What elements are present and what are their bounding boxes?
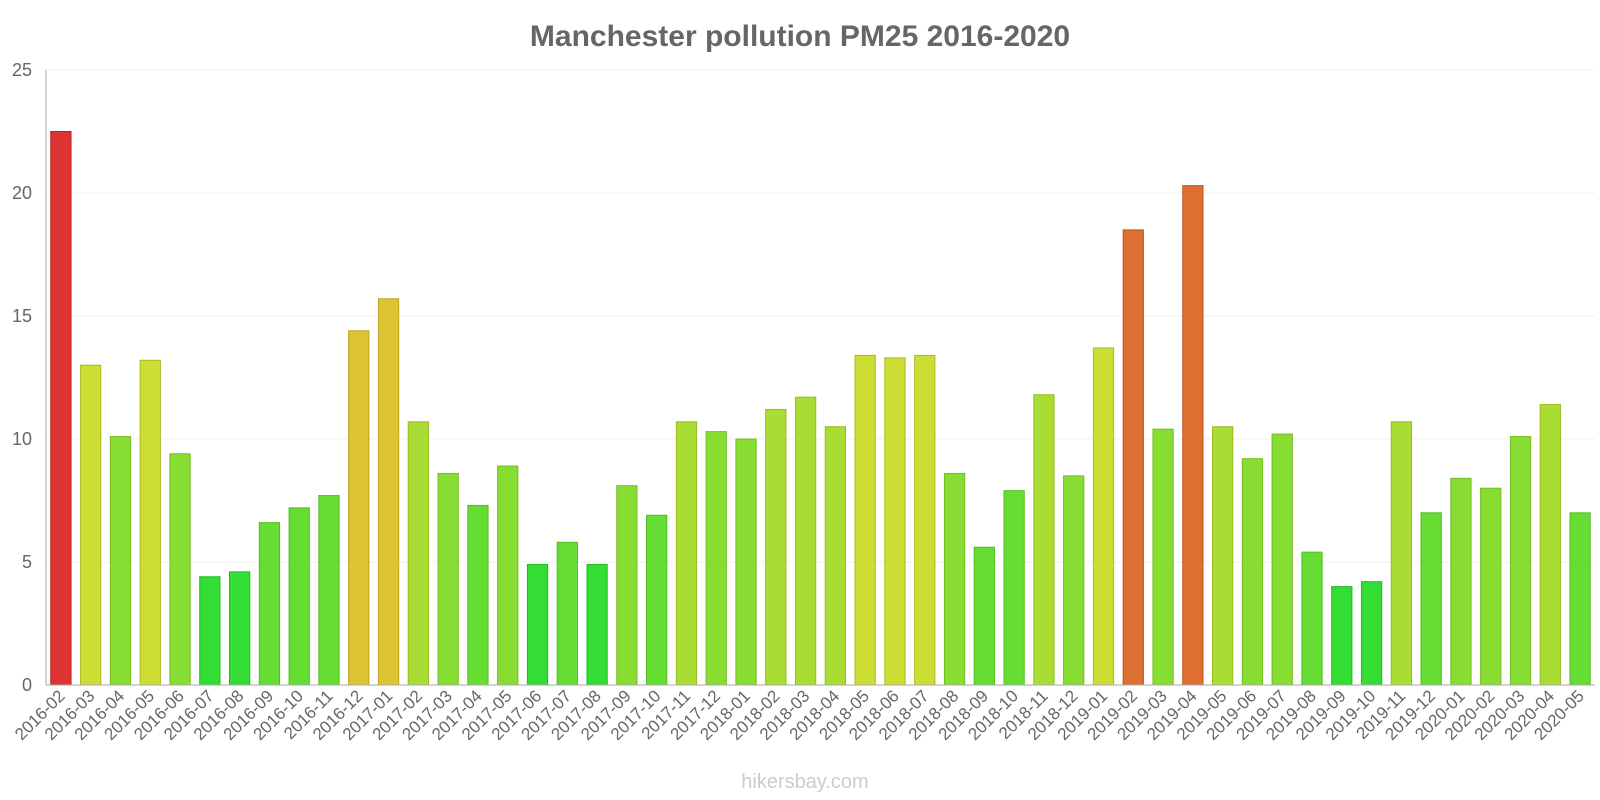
- bar-2016-08: [229, 571, 251, 686]
- bar-2019-10: [1360, 581, 1383, 686]
- bar-2016-06: [169, 453, 191, 686]
- bar-2017-06: [526, 563, 549, 686]
- x-axis-tick-labels: 2016-022016-032016-042016-052016-062016-…: [11, 686, 1588, 744]
- bar-2018-05: [854, 354, 876, 686]
- bar-2016-10: [288, 507, 310, 686]
- y-tick-label-20: 20: [12, 183, 32, 203]
- bar-2016-05: [139, 359, 161, 686]
- y-tick-label-0: 0: [22, 675, 32, 695]
- y-tick-label-25: 25: [12, 60, 32, 80]
- bar-2019-04: [1182, 185, 1204, 686]
- bar-2019-03: [1152, 428, 1174, 686]
- grid-lines: [46, 69, 1595, 563]
- bar-2020-03: [1509, 436, 1532, 686]
- bar-2018-12: [1063, 475, 1085, 686]
- bar-2017-01: [377, 298, 400, 686]
- bar-2016-03: [80, 364, 102, 686]
- bar-2019-06: [1241, 458, 1264, 686]
- bar-2018-08: [943, 472, 966, 686]
- bar-2017-05: [497, 465, 519, 686]
- bar-2019-11: [1390, 421, 1413, 686]
- bar-2017-12: [705, 431, 727, 686]
- bar-2018-01: [735, 438, 757, 686]
- bar-2018-09: [973, 546, 995, 686]
- bar-2017-07: [556, 541, 578, 686]
- bar-2019-05: [1212, 426, 1234, 686]
- bar-2019-01: [1092, 347, 1115, 686]
- bar-2016-11: [318, 495, 340, 686]
- y-tick-label-15: 15: [12, 306, 32, 326]
- bar-2016-02: [50, 131, 72, 686]
- bar-2020-01: [1450, 477, 1472, 686]
- bar-2017-08: [586, 563, 608, 686]
- y-tick-label-10: 10: [12, 429, 32, 449]
- bar-2018-10: [1003, 490, 1025, 686]
- bar-2017-03: [437, 472, 459, 686]
- chart-title: Manchester pollution PM25 2016-2020: [530, 20, 1070, 53]
- bar-2019-09: [1331, 586, 1353, 686]
- bar-2019-08: [1301, 551, 1323, 686]
- bar-2018-11: [1033, 394, 1055, 686]
- bar-2017-02: [407, 421, 429, 686]
- bar-2016-12: [348, 330, 370, 686]
- bar-2016-09: [258, 522, 281, 686]
- y-axis-tick-labels: 0 5 10 15 20 25: [12, 60, 32, 695]
- bar-2018-02: [765, 408, 787, 686]
- bar-2016-04: [109, 436, 132, 686]
- bar-2019-02: [1122, 229, 1144, 686]
- bars: [50, 131, 1591, 686]
- bar-2016-07: [199, 576, 221, 686]
- bar-2018-06: [884, 357, 906, 686]
- bar-2018-03: [794, 396, 817, 686]
- bar-2018-07: [914, 354, 936, 686]
- credit-label: hikersbay.com: [741, 771, 868, 793]
- bar-2019-12: [1420, 512, 1442, 686]
- bar-2020-02: [1480, 487, 1502, 686]
- bar-2017-09: [616, 485, 638, 686]
- y-tick-label-5: 5: [22, 552, 32, 572]
- bar-2020-05: [1569, 512, 1591, 686]
- bar-2019-07: [1271, 433, 1293, 686]
- bar-2017-10: [646, 514, 668, 686]
- bar-2017-04: [467, 504, 489, 686]
- bar-2020-04: [1539, 404, 1561, 686]
- bar-2017-11: [675, 421, 698, 686]
- bar-2018-04: [824, 426, 847, 686]
